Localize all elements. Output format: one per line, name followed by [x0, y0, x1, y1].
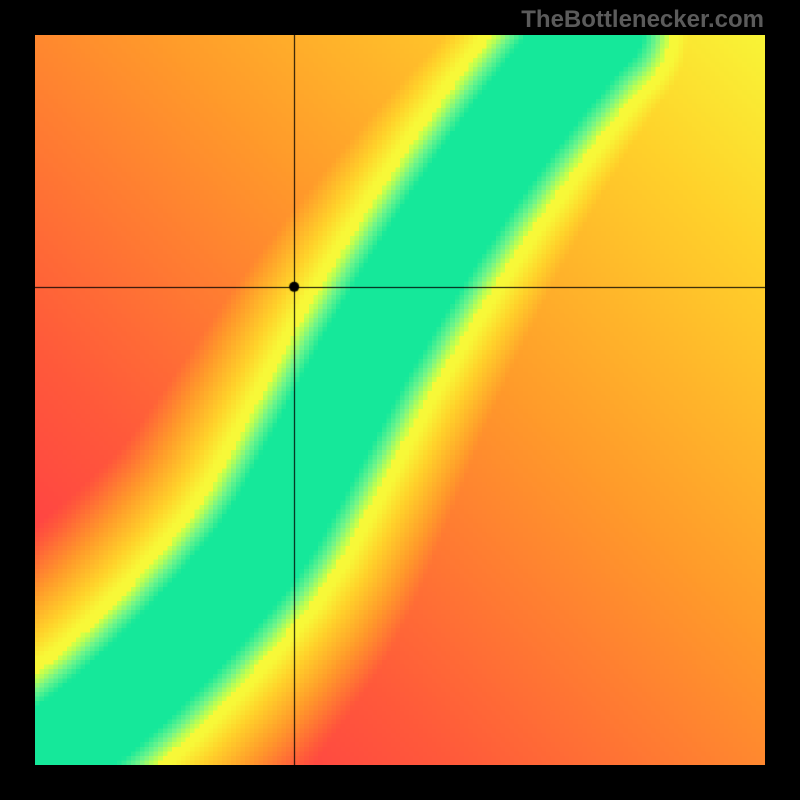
- crosshair-overlay: [35, 35, 765, 765]
- watermark-text: TheBottlenecker.com: [521, 6, 764, 34]
- heatmap-plot: [35, 35, 765, 765]
- chart-frame: TheBottlenecker.com: [0, 0, 800, 800]
